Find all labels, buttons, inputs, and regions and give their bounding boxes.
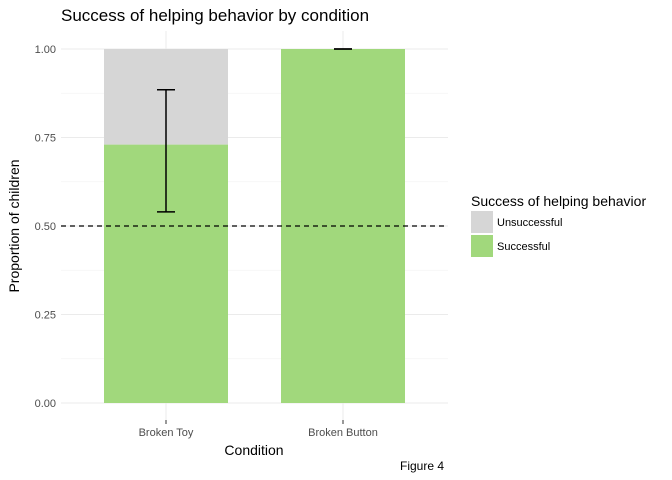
- legend: Success of helping behavior Unsuccessful…: [471, 193, 646, 257]
- y-tick-label: 0.00: [35, 398, 56, 410]
- legend-swatch-successful: [471, 235, 493, 257]
- chart-title: Success of helping behavior by condition: [61, 6, 369, 25]
- error-bar: [157, 88, 175, 213]
- legend-swatch-unsuccessful: [471, 211, 493, 233]
- legend-label-unsuccessful: Unsuccessful: [497, 217, 562, 229]
- y-tick-label: 1.00: [35, 44, 56, 56]
- legend-title: Success of helping behavior: [471, 193, 646, 209]
- y-axis-ticks: 0.00 0.25 0.50 0.75 1.00: [35, 44, 56, 410]
- x-tick-label: Broken Button: [308, 427, 378, 439]
- y-tick-label: 0.75: [35, 133, 56, 145]
- bars: [104, 49, 405, 403]
- error-bars: [157, 48, 352, 213]
- legend-label-successful: Successful: [497, 241, 550, 253]
- y-tick-label: 0.25: [35, 310, 56, 322]
- x-axis-title: Condition: [224, 442, 283, 458]
- x-tick-label: Broken Toy: [139, 427, 194, 439]
- y-tick-label: 0.50: [35, 221, 56, 233]
- x-axis-ticks: Broken Toy Broken Button: [139, 420, 378, 439]
- y-axis-title: Proportion of children: [6, 159, 22, 292]
- figure-caption: Figure 4: [400, 459, 444, 473]
